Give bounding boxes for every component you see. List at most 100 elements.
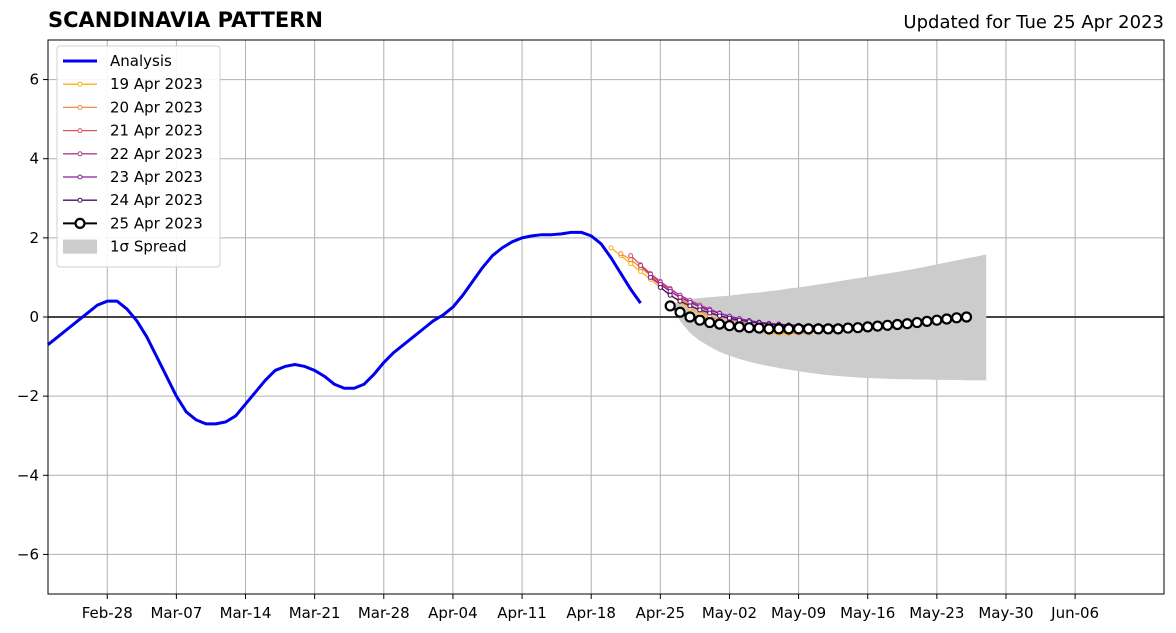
- series-point: [726, 315, 732, 321]
- series-point: [628, 261, 634, 267]
- legend-label-4: 22 Apr 2023: [110, 145, 203, 163]
- legend-marker-5: [77, 174, 83, 180]
- series-point: [638, 263, 644, 269]
- legend-label-0: Analysis: [110, 52, 172, 70]
- series-point: [687, 303, 693, 309]
- series-point: [960, 311, 973, 323]
- legend-label-2: 20 Apr 2023: [110, 98, 203, 116]
- x-tick-label: Mar-14: [220, 604, 272, 622]
- series-point: [618, 251, 624, 257]
- x-tick-label: May-16: [840, 604, 895, 622]
- series-point: [674, 306, 686, 318]
- legend-marker-1: [77, 81, 83, 87]
- series-point: [628, 257, 634, 263]
- series-point: [812, 323, 824, 335]
- series-point: [628, 253, 634, 259]
- y-tick-label: −2: [17, 387, 39, 405]
- series-point: [773, 323, 785, 335]
- y-tick-label: −4: [17, 466, 39, 484]
- series-point: [743, 322, 755, 334]
- x-tick-label: Mar-07: [150, 604, 202, 622]
- x-tick-label: Mar-21: [289, 604, 341, 622]
- series-point: [713, 318, 726, 330]
- x-tick-label: Jun-06: [1050, 604, 1099, 622]
- x-tick-label: Apr-11: [497, 604, 547, 622]
- series-point: [697, 307, 703, 313]
- x-tick-label: May-02: [702, 604, 757, 622]
- grid-layer: [48, 40, 1164, 594]
- plot-frame: [47, 39, 1165, 595]
- x-tick-label: Apr-18: [566, 604, 616, 622]
- series-line-0: [47, 230, 642, 426]
- legend: Analysis 19 Apr 2023 20 Apr 2023 21 Apr 202…: [56, 45, 221, 268]
- series-point: [667, 292, 673, 298]
- series-layer: [47, 230, 973, 426]
- legend-marker-2: [77, 104, 83, 110]
- series-point: [733, 321, 745, 333]
- legend-label-6: 24 Apr 2023: [110, 191, 203, 209]
- x-tick-label: May-09: [771, 604, 826, 622]
- legend-label-1: 19 Apr 2023: [110, 75, 203, 93]
- series-point: [664, 300, 676, 312]
- chart-subtitle: Updated for Tue 25 Apr 2023: [903, 12, 1164, 33]
- series-point: [667, 288, 673, 294]
- legend-marker-4: [77, 151, 83, 157]
- series-point: [677, 298, 683, 304]
- legend-label-8: 1σ Spread: [110, 238, 187, 256]
- series-point: [717, 313, 723, 319]
- series-point: [657, 284, 663, 290]
- series-point: [901, 318, 913, 330]
- x-tick-label: Feb-28: [82, 604, 133, 622]
- series-point: [842, 322, 854, 334]
- series-point: [911, 316, 923, 329]
- y-tick-label: 0: [29, 308, 39, 326]
- legend-box: [56, 45, 221, 268]
- series-point: [684, 311, 696, 323]
- x-tick-label: Apr-04: [428, 604, 478, 622]
- legend-label-3: 21 Apr 2023: [110, 122, 203, 140]
- series-point: [783, 323, 795, 335]
- x-tick-label: Mar-28: [358, 604, 410, 622]
- y-tick-label: 6: [29, 71, 39, 89]
- series-point: [881, 319, 894, 331]
- chart-title: SCANDINAVIA PATTERN: [48, 8, 323, 32]
- series-point: [871, 320, 884, 332]
- x-tick-label: May-30: [978, 604, 1033, 622]
- spread-band: [670, 254, 987, 381]
- series-point: [931, 314, 943, 326]
- spread-layer: [670, 254, 987, 381]
- series-point: [608, 245, 614, 251]
- series-point: [792, 323, 805, 335]
- legend-marker-3: [77, 128, 83, 134]
- series-point: [677, 294, 683, 300]
- series-point: [891, 318, 903, 331]
- series-point: [694, 314, 706, 326]
- series-point: [802, 323, 815, 335]
- legend-marker-7: [74, 217, 86, 229]
- series-point: [862, 321, 874, 333]
- series-point: [852, 322, 864, 334]
- legend-label-7: 25 Apr 2023: [110, 214, 203, 232]
- series-point: [921, 315, 933, 327]
- series-point: [723, 320, 736, 332]
- series-point: [822, 323, 834, 335]
- x-tick-label: Apr-25: [636, 604, 686, 622]
- series-point: [753, 322, 765, 334]
- y-tick-label: −6: [17, 545, 39, 563]
- series-point: [951, 312, 963, 324]
- legend-swatch-spread: [63, 239, 97, 254]
- series-point: [763, 323, 775, 335]
- legend-marker-6: [77, 197, 83, 203]
- x-tick-label: May-23: [909, 604, 964, 622]
- y-tick-label: 2: [29, 229, 39, 247]
- legend-label-5: 23 Apr 2023: [110, 168, 203, 186]
- series-point: [638, 268, 644, 274]
- series-point: [647, 274, 653, 280]
- y-tick-label: 4: [29, 150, 39, 168]
- axis-layer: Feb-28 Mar-07 Mar-14 Mar-21 Mar-28 Apr-04 Apr-…: [17, 39, 1165, 622]
- series-point: [832, 323, 844, 335]
- series-point: [704, 316, 716, 329]
- series-point: [941, 313, 953, 325]
- series-point: [707, 310, 713, 316]
